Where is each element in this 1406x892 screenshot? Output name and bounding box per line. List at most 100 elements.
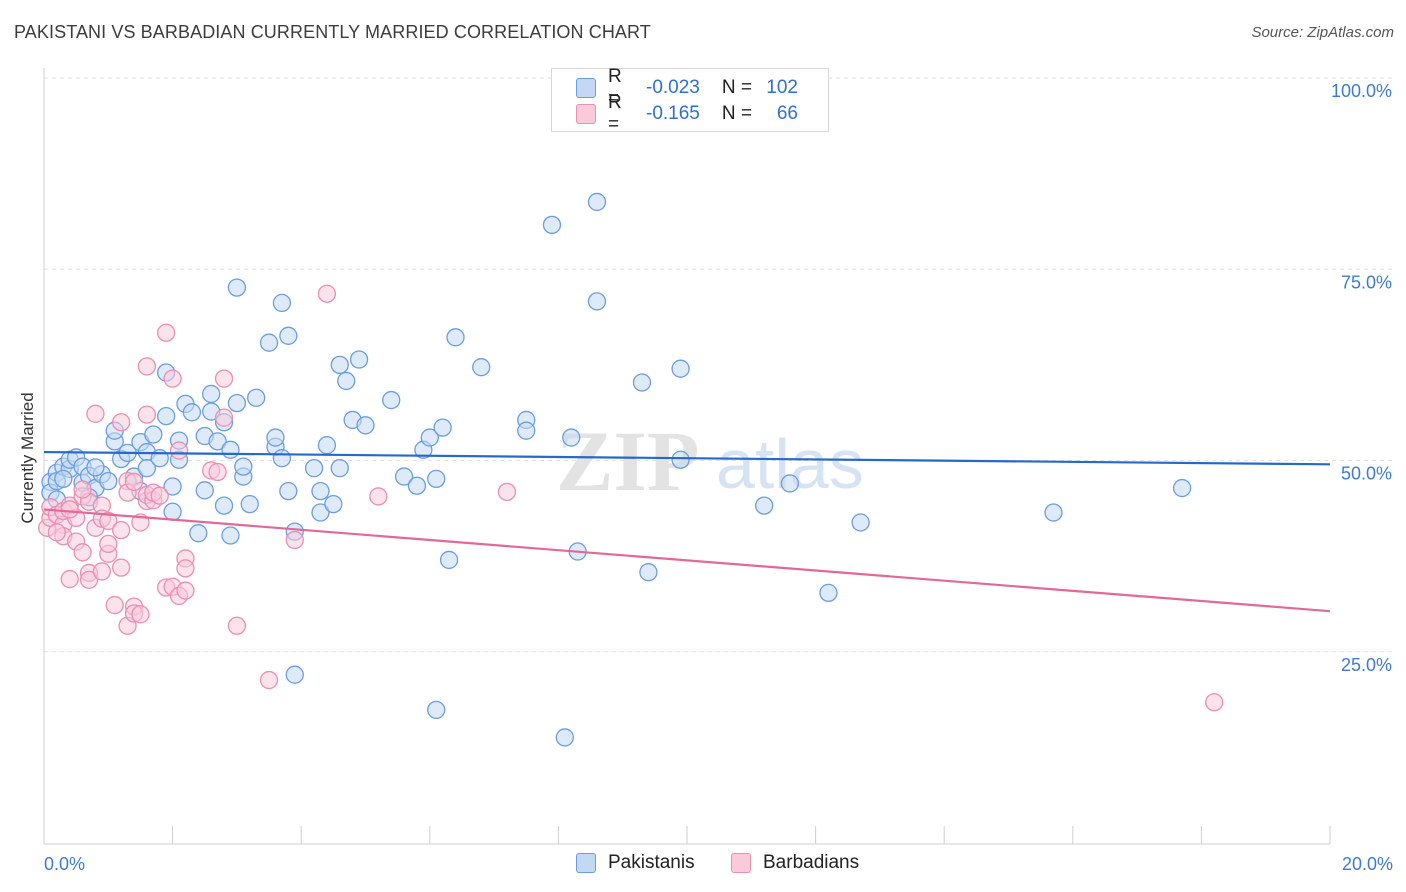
pakistani-point: [272, 293, 292, 313]
pakistani-point: [259, 333, 279, 352]
barbadian-point: [227, 616, 247, 635]
pakistani-point: [266, 428, 285, 447]
chart-title: PAKISTANI VS BARBADIAN CURRENTLY MARRIED…: [14, 22, 651, 42]
axes: [43, 68, 1331, 845]
barbadian-point: [176, 559, 195, 578]
pakistani-point: [851, 513, 870, 532]
stats-legend: R = -0.023 N = 102 R = -0.165 N = 66: [551, 66, 829, 135]
barbadian-point: [92, 562, 112, 581]
barbadian-point: [214, 408, 234, 427]
barbadian-point: [73, 543, 92, 562]
barbadian-point: [169, 441, 189, 460]
barbadian-trend-line: [43, 508, 1331, 613]
pakistani-point: [195, 481, 214, 500]
legend-label-pakistanis: Pakistanis: [608, 852, 695, 873]
pakistani-point: [407, 476, 427, 495]
barbadian-point: [176, 581, 195, 600]
y-axis-label: Currently Married: [18, 392, 37, 524]
barbadian-point: [112, 520, 131, 540]
legend-label-barbadians: Barbadians: [763, 852, 860, 873]
barbadian-point: [214, 369, 234, 388]
pakistani-point: [330, 355, 349, 375]
pakistani-point: [189, 524, 208, 543]
y-tick-label: 25.0%: [1341, 655, 1392, 675]
pakistani-point: [208, 432, 227, 451]
legend-item-barbadians[interactable]: Barbadians: [731, 852, 859, 874]
barbadian-point: [208, 462, 227, 482]
series-pakistanis: [41, 192, 1192, 747]
stats-row-pakistanis: R = -0.023 N = 102: [576, 66, 798, 109]
pakistani-trend-line: [43, 450, 1331, 466]
barbadian-point: [60, 500, 79, 519]
legend-swatch-pink: [731, 853, 751, 873]
pakistani-point: [221, 526, 240, 545]
pakistani-point: [755, 496, 774, 515]
barbadian-point: [105, 595, 124, 615]
barbadian-point: [47, 523, 67, 542]
y-tick-label: 75.0%: [1341, 272, 1392, 292]
n-value: 66: [776, 103, 798, 124]
pakistani-point: [182, 403, 202, 422]
pakistani-point: [542, 215, 562, 235]
source-label: Source: ZipAtlas.com: [1251, 24, 1394, 41]
pakistani-point: [382, 390, 401, 410]
pakistani-point: [1044, 503, 1063, 522]
pakistani-point: [163, 502, 182, 521]
pakistani-point: [214, 496, 234, 515]
legend-swatch-blue: [576, 78, 596, 98]
n-label: N =: [721, 103, 752, 124]
pakistani-point: [227, 278, 247, 297]
pakistani-point: [671, 359, 690, 378]
pakistani-point: [99, 472, 118, 491]
y-tick-label: 100.0%: [1331, 81, 1392, 101]
pakistani-point: [311, 503, 330, 522]
pakistani-point: [562, 428, 581, 447]
barbadian-point: [60, 569, 79, 589]
barbadian-point: [112, 413, 131, 432]
pakistani-point: [356, 416, 375, 435]
barbadian-point: [369, 487, 388, 506]
pakistani-point: [247, 388, 266, 407]
barbadian-point: [137, 357, 157, 376]
pakistani-point: [671, 450, 690, 469]
pakistani-point: [780, 474, 800, 493]
pakistani-point: [279, 326, 298, 345]
barbadian-point: [79, 570, 99, 589]
barbadian-point: [99, 511, 118, 531]
barbadian-point: [163, 369, 182, 388]
pakistani-point: [317, 436, 337, 455]
pakistani-point: [632, 373, 652, 392]
pakistani-point: [394, 467, 414, 486]
legend-swatch-pink: [576, 104, 596, 124]
r-value: -0.165: [646, 103, 700, 124]
pakistani-point: [330, 458, 349, 478]
pakistani-point: [1172, 478, 1192, 498]
pakistani-point: [446, 328, 465, 347]
tick-labels: 25.0% 50.0% 75.0% 100.0% 0.0% 20.0%: [44, 81, 1393, 874]
pakistani-point: [272, 449, 292, 468]
legend-item-pakistanis[interactable]: Pakistanis: [576, 852, 695, 874]
barbadian-point: [137, 405, 157, 424]
barbadian-point: [285, 530, 304, 550]
r-label: R =: [608, 66, 622, 109]
pakistani-point: [163, 477, 182, 496]
x-tick-label-min: 0.0%: [44, 854, 85, 874]
barbadian-point: [157, 323, 176, 342]
pakistani-point: [433, 418, 452, 437]
barbadian-point: [131, 605, 150, 624]
pakistani-point: [337, 371, 356, 391]
pakistani-point: [202, 384, 221, 404]
stats-row-barbadians: R = -0.165 N = 66: [576, 92, 798, 135]
pakistani-point: [587, 292, 607, 311]
pakistani-point: [221, 440, 240, 459]
barbadian-point: [112, 558, 131, 577]
pakistani-point: [54, 469, 73, 489]
pakistani-point: [227, 393, 247, 413]
series-legend: Pakistanis Barbadians: [0, 852, 1406, 878]
r-value: -0.023: [646, 77, 700, 98]
barbadian-point: [150, 486, 169, 505]
pakistani-point: [427, 700, 446, 720]
pakistani-point: [324, 494, 343, 514]
barbadian-point: [99, 534, 118, 554]
